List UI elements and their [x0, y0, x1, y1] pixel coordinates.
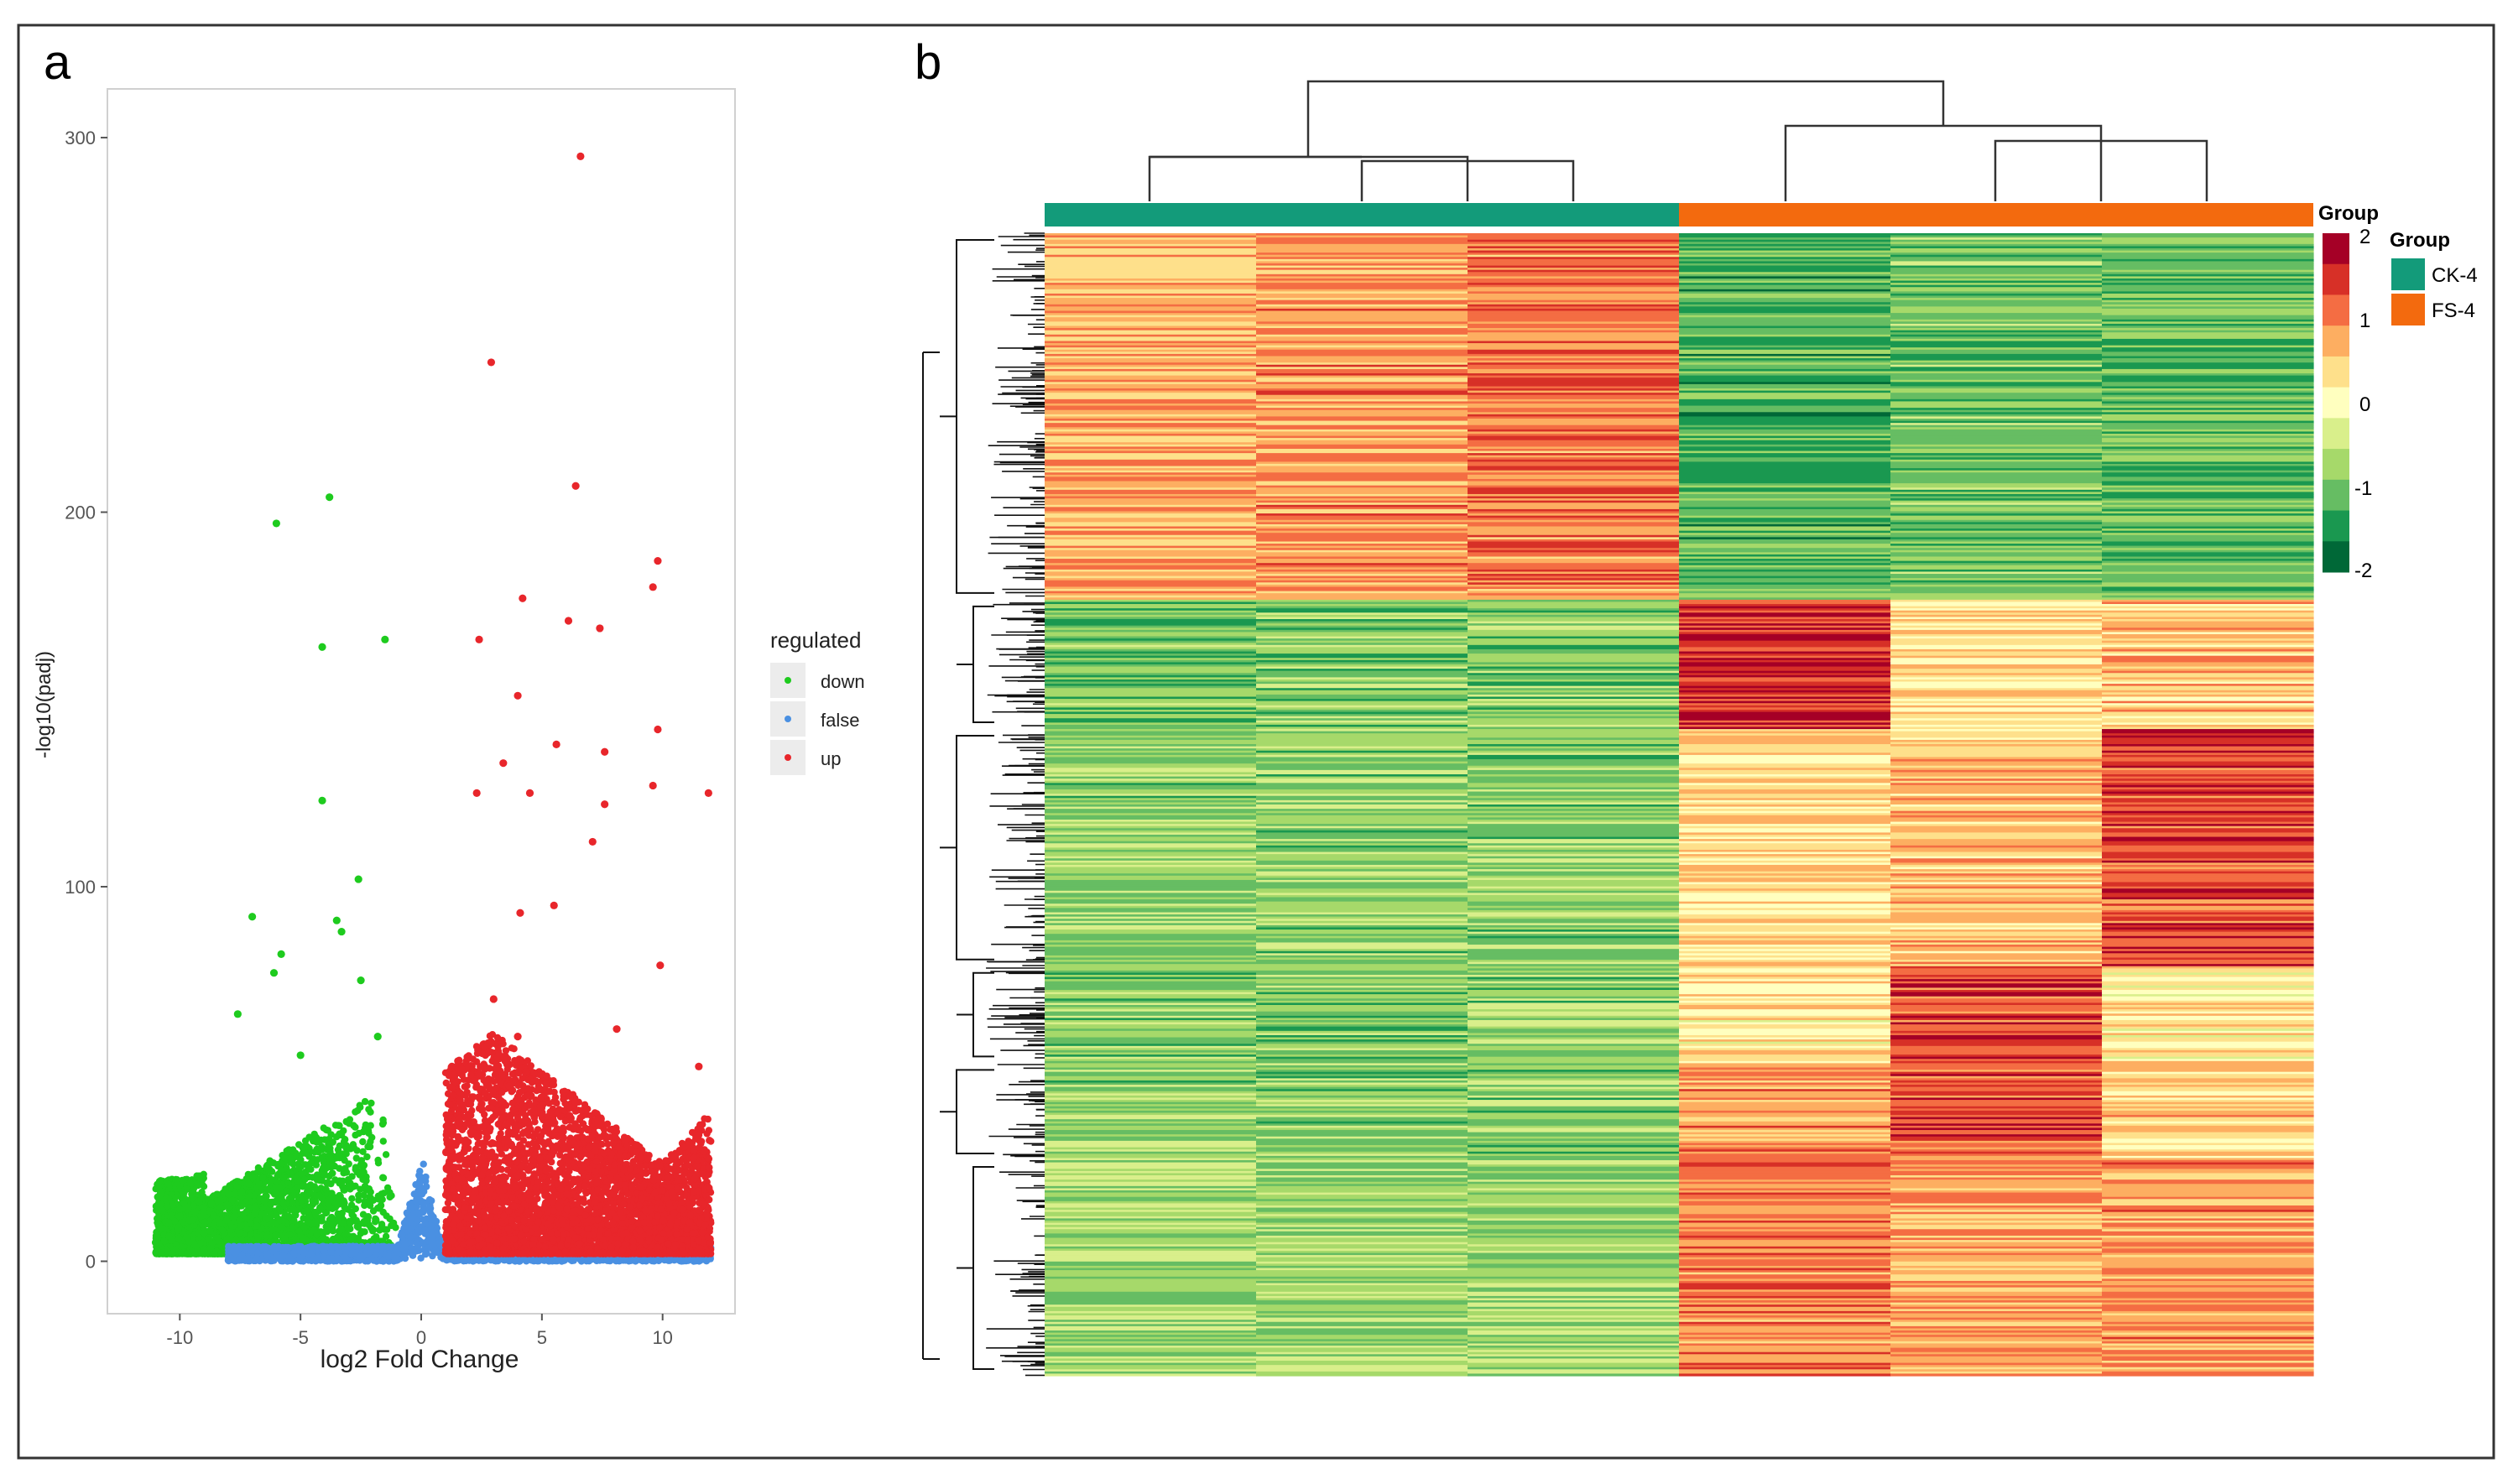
volcano-point-up — [487, 358, 495, 366]
legend-label-up: up — [821, 748, 841, 769]
volcano-point-up — [601, 800, 608, 808]
volcano-point-up — [596, 624, 603, 632]
colorbar-segment — [2323, 541, 2349, 572]
volcano-point-up — [514, 1033, 521, 1040]
heatmap-colorbar: 2 1 0 -1 -2 — [2323, 226, 2372, 582]
volcano-point-down — [337, 928, 345, 935]
volcano-point-up — [516, 909, 524, 917]
volcano-point-down — [318, 643, 326, 651]
volcano-point-down — [273, 519, 280, 527]
volcano-point-up — [656, 961, 664, 969]
group-legend-swatch-fs4 — [2391, 294, 2425, 325]
volcano-point-up — [576, 153, 584, 160]
volcano-point-down — [152, 1239, 159, 1247]
column-dendrogram — [1150, 81, 2207, 201]
volcano-point-down — [374, 1033, 382, 1040]
volcano-point-up — [695, 1063, 702, 1070]
volcano-point-up — [514, 692, 521, 700]
legend-key-up — [785, 754, 791, 761]
volcano-point-down — [333, 917, 341, 924]
volcano-point-up — [654, 726, 661, 733]
panel-label-a: a — [44, 35, 71, 90]
volcano-point-up — [519, 595, 526, 602]
volcano-point-down — [270, 969, 278, 976]
volcano-point-down — [176, 1212, 184, 1220]
volcano-point-up — [601, 748, 608, 756]
row-dendrogram — [923, 233, 1045, 1375]
volcano-point-down — [157, 1190, 164, 1198]
group-legend: Group CK-4 FS-4 — [2390, 229, 2478, 325]
volcano-point-up — [565, 617, 572, 624]
y-tick-label: 200 — [65, 502, 96, 523]
colorbar-segment — [2323, 388, 2349, 419]
annotation-bar-label: Group — [2318, 202, 2379, 225]
colorbar-segment — [2323, 449, 2349, 480]
x-tick-label: 5 — [537, 1327, 547, 1348]
volcano-legend: regulated down false up — [770, 627, 865, 775]
colorbar-segment — [2323, 264, 2349, 295]
volcano-point-up — [654, 557, 661, 565]
volcano-point-down — [200, 1246, 207, 1253]
colorbar-segment — [2323, 511, 2349, 542]
group-bar-ck4 — [1045, 203, 1679, 227]
legend-key-false — [785, 716, 791, 722]
volcano-y-axis-label: -log10(padj) — [33, 651, 55, 758]
volcano-point-down — [248, 913, 256, 920]
volcano-point-down — [318, 797, 326, 804]
group-legend-title: Group — [2390, 229, 2450, 252]
y-tick-label: 300 — [65, 128, 96, 148]
x-tick-label: -5 — [292, 1327, 309, 1348]
volcano-x-axis-label: log2 Fold Change — [321, 1346, 519, 1373]
colorbar-segment — [2323, 357, 2349, 388]
legend-title-regulated: regulated — [770, 627, 861, 653]
volcano-point-up — [473, 789, 481, 797]
legend-label-false: false — [821, 710, 859, 731]
volcano-point-down — [326, 493, 333, 501]
volcano-point-down — [355, 875, 362, 883]
volcano-point-up — [490, 995, 498, 1002]
colorbar-segment — [2323, 325, 2349, 357]
colorbar-tick-minus-1: -1 — [2354, 477, 2372, 500]
legend-label-down: down — [821, 671, 865, 692]
volcano-point-down — [297, 1051, 305, 1059]
y-tick-label: 100 — [65, 877, 96, 898]
colorbar-tick-1: 1 — [2359, 310, 2370, 332]
heatmap-cells — [1045, 233, 2314, 1377]
heatmap-figure: Group 2 1 0 -1 -2 Group CK-4 FS-4 — [923, 81, 2478, 1377]
colorbar-segment — [2323, 233, 2349, 264]
volcano-point-up — [550, 902, 558, 909]
volcano-point-up — [705, 789, 712, 797]
colorbar-segment — [2323, 480, 2349, 511]
group-legend-label-fs4: FS-4 — [2432, 299, 2475, 322]
colorbar-segment — [2323, 418, 2349, 449]
group-bar-fs4 — [1679, 203, 2313, 227]
colorbar-tick-2: 2 — [2359, 226, 2370, 248]
volcano-point-up — [499, 759, 507, 767]
group-legend-label-ck4: CK-4 — [2432, 264, 2478, 287]
x-tick-label: 10 — [652, 1327, 672, 1348]
volcano-plot-area — [107, 89, 735, 1314]
colorbar-segment — [2323, 294, 2349, 325]
volcano-point-up — [553, 741, 560, 748]
x-tick-label: -10 — [166, 1327, 193, 1348]
volcano-point-down — [357, 976, 364, 984]
volcano-point-up — [649, 583, 657, 591]
volcano-point-down — [278, 950, 285, 958]
volcano-point-down — [234, 1010, 242, 1018]
y-tick-label: 0 — [86, 1251, 96, 1272]
panel-label-b: b — [915, 35, 941, 90]
legend-key-down — [785, 677, 791, 684]
volcano-point-up — [613, 1025, 620, 1033]
volcano-point-up — [526, 789, 534, 797]
volcano-point-up — [475, 636, 482, 643]
figure-canvas: a b -10 -5 0 5 100100200300 log2 Fold Change… — [0, 0, 2513, 1484]
group-legend-swatch-ck4 — [2391, 258, 2425, 290]
colorbar-tick-minus-2: -2 — [2354, 560, 2372, 582]
volcano-point-up — [572, 482, 580, 490]
volcano-point-up — [589, 838, 597, 846]
colorbar-tick-0: 0 — [2359, 393, 2370, 416]
volcano-point-down — [381, 636, 388, 643]
volcano-point-up — [649, 782, 657, 789]
